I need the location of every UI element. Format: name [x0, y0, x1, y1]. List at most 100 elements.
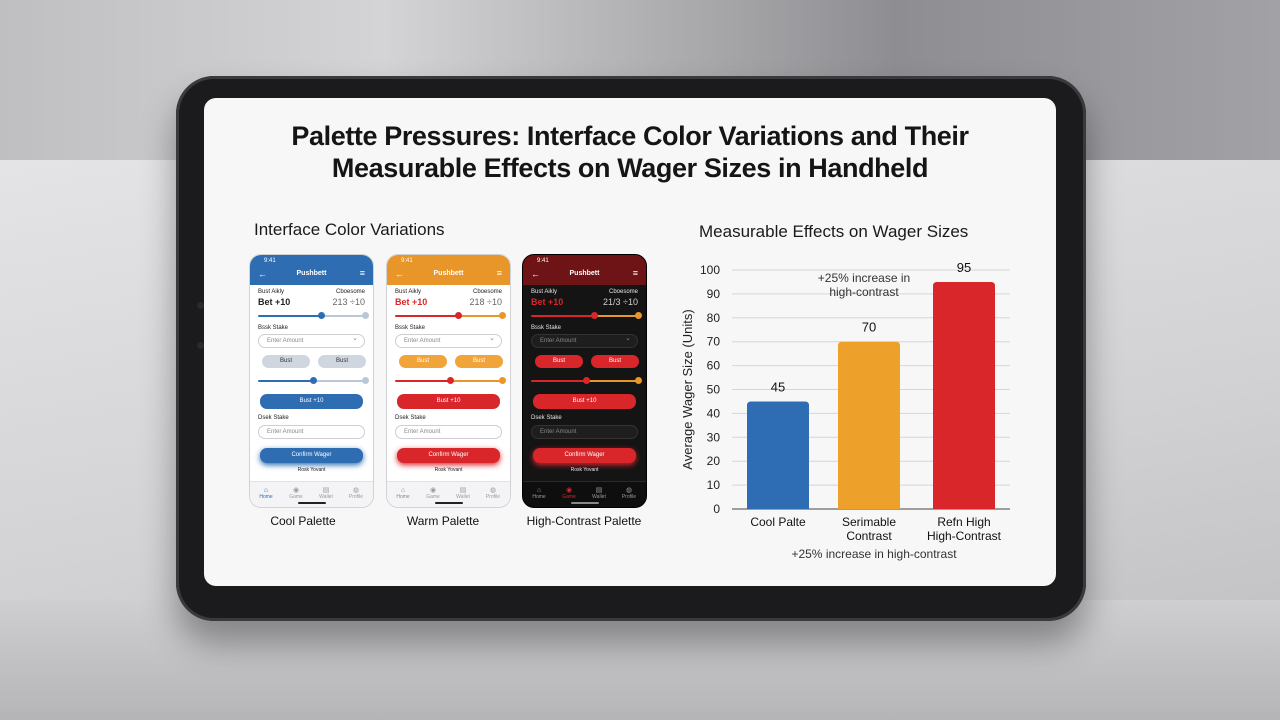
- stake-slider-track[interactable]: [395, 315, 459, 317]
- page-title: Palette Pressures: Interface Color Varia…: [204, 120, 1056, 184]
- nav-item-profile[interactable]: ◍ Profile: [346, 486, 366, 500]
- stake-slider-end: [362, 312, 369, 319]
- bet-value: Bet +10: [531, 297, 564, 307]
- nav-label: Home: [396, 494, 410, 500]
- back-arrow-icon[interactable]: ←: [395, 269, 404, 279]
- nav-item-game[interactable]: ◉ Game: [559, 486, 579, 500]
- quick-bet-chip[interactable]: Bust: [262, 355, 310, 368]
- back-arrow-icon[interactable]: ←: [258, 269, 267, 279]
- home-icon: ⌂: [400, 487, 406, 494]
- stake-label: Bssk Stake: [395, 325, 426, 331]
- x-tick-label: Serimable Contrast: [842, 515, 896, 543]
- game-icon: ◉: [292, 487, 300, 494]
- nav-item-wallet[interactable]: ▤ Wallet: [453, 486, 473, 500]
- bet-value: Bet +10: [258, 297, 291, 307]
- menu-icon[interactable]: ≡: [359, 268, 365, 278]
- y-axis-label: Average Wager Size (Units): [680, 309, 695, 469]
- menu-icon[interactable]: ≡: [632, 268, 638, 278]
- nav-item-profile[interactable]: ◍ Profile: [483, 486, 503, 500]
- nav-item-game[interactable]: ◉ Game: [423, 486, 443, 500]
- nav-item-wallet[interactable]: ▤ Wallet: [589, 486, 609, 500]
- multiplier-slider-track[interactable]: [531, 380, 587, 382]
- multiplier-slider-track[interactable]: [395, 380, 451, 382]
- footer-text: Rosk Yovant: [570, 467, 599, 473]
- stake-label: Bssk Stake: [531, 325, 562, 331]
- stake-slider-track[interactable]: [258, 315, 322, 317]
- phone-cool: 9:41 ← Pushbett ≡ Bust Aikly Cboesome Bet +10 2…: [249, 254, 374, 508]
- nav-item-home[interactable]: ⌂ Home: [256, 487, 276, 500]
- balance-label: Bust Aikly: [258, 289, 285, 295]
- y-tick-label: 60: [707, 359, 721, 373]
- wager-bar-chart: 0 10 20 30 40 50 60 70 80 90 100 Average Wager Size…: [680, 260, 1010, 561]
- confirm-wager-button[interactable]: Confirm Wager: [397, 448, 500, 463]
- wallet-icon: ▤: [595, 487, 603, 494]
- bet-plus-button[interactable]: Bust +10: [533, 394, 636, 409]
- multiplier-slider-knob[interactable]: [583, 377, 590, 384]
- multiplier-slider-rest: [451, 380, 503, 382]
- confirm-wager-button[interactable]: Confirm Wager: [260, 448, 363, 463]
- sensor-dot: [197, 342, 204, 349]
- dropdown-chevron-icon[interactable]: ⌄: [489, 335, 495, 342]
- odds-value: 21/3 ÷10: [603, 297, 638, 307]
- stake-slider-knob[interactable]: [455, 312, 462, 319]
- y-tick-label: 50: [707, 383, 721, 397]
- nav-item-game[interactable]: ◉ Game: [286, 486, 306, 500]
- amount-input[interactable]: Enter Amount ⌄: [395, 334, 502, 348]
- phone-header: 9:41 ← Pushbett ≡: [523, 255, 646, 285]
- back-arrow-icon[interactable]: ←: [531, 269, 540, 279]
- bet-plus-button[interactable]: Bust +10: [397, 394, 500, 409]
- effects-heading: Measurable Effects on Wager Sizes: [699, 222, 969, 241]
- footer-text: Rosk Yovant: [434, 467, 463, 473]
- dropdown-chevron-icon[interactable]: ⌄: [625, 335, 631, 342]
- nav-label: Home: [259, 494, 273, 500]
- stake-slider-track[interactable]: [531, 315, 595, 317]
- dropdown-chevron-icon[interactable]: ⌄: [352, 335, 358, 342]
- nav-item-profile[interactable]: ◍ Profile: [619, 486, 639, 500]
- nav-label: Wallet: [319, 494, 333, 500]
- quick-bet-chip[interactable]: Bust: [591, 355, 639, 368]
- phone-header: 9:41 ← Pushbett ≡: [387, 255, 510, 285]
- nav-label: Profile: [348, 494, 364, 500]
- bar-1: [747, 401, 809, 509]
- odds-label: Cboesome: [335, 289, 365, 295]
- game-icon: ◉: [565, 487, 573, 494]
- nav-item-wallet[interactable]: ▤ Wallet: [316, 486, 336, 500]
- y-tick-label: 70: [707, 335, 721, 349]
- phone-warm: 9:41 ← Pushbett ≡ Bust Aikly Cboesome Bet +10 2…: [386, 254, 511, 508]
- amount-input-2[interactable]: Enter Amount: [258, 425, 365, 439]
- profile-icon: ◍: [625, 487, 633, 494]
- amount-input[interactable]: Enter Amount ⌄: [258, 334, 365, 348]
- quick-bet-chip[interactable]: Bust: [455, 355, 503, 368]
- quick-bet-chip[interactable]: Bust: [318, 355, 366, 368]
- amount-input-2[interactable]: Enter Amount: [395, 425, 502, 439]
- amount-input-2[interactable]: Enter Amount: [531, 425, 638, 439]
- quick-bet-chip[interactable]: Bust: [399, 355, 447, 368]
- bet-plus-button[interactable]: Bust +10: [260, 394, 363, 409]
- confirm-wager-button[interactable]: Confirm Wager: [533, 448, 636, 463]
- annotation-top-line: high-contrast: [829, 285, 899, 299]
- x-tick-label: Cool Palte: [750, 515, 806, 529]
- title-line-1: Palette Pressures: Interface Color Varia…: [291, 121, 969, 151]
- menu-icon[interactable]: ≡: [496, 268, 502, 278]
- amount-input[interactable]: Enter Amount ⌄: [531, 334, 638, 348]
- stake-slider-rest: [322, 315, 366, 317]
- multiplier-slider-knob[interactable]: [310, 377, 317, 384]
- stake-slider-knob[interactable]: [318, 312, 325, 319]
- nav-item-home[interactable]: ⌂ Home: [529, 487, 549, 500]
- stake-label-2: Dsek Stake: [395, 415, 426, 421]
- multiplier-slider-knob[interactable]: [447, 377, 454, 384]
- title-line-2: Measurable Effects on Wager Sizes in Han…: [331, 153, 929, 183]
- balance-label: Bust Aikly: [531, 289, 558, 295]
- bottom-nav: ⌂ Home ◉ Game ▤ Wallet ◍ Profile: [523, 481, 646, 507]
- home-icon: ⌂: [536, 487, 542, 494]
- nav-label: Profile: [485, 494, 501, 500]
- multiplier-slider-rest: [314, 380, 366, 382]
- stake-slider-knob[interactable]: [591, 312, 598, 319]
- palette-label-cool: Cool Palette: [270, 514, 336, 528]
- nav-item-home[interactable]: ⌂ Home: [393, 487, 413, 500]
- x-tick-label-line: Serimable: [842, 515, 896, 529]
- odds-label: Cboesome: [472, 289, 502, 295]
- quick-bet-chip[interactable]: Bust: [535, 355, 583, 368]
- multiplier-slider-track[interactable]: [258, 380, 314, 382]
- bar-value-label: 95: [957, 260, 971, 275]
